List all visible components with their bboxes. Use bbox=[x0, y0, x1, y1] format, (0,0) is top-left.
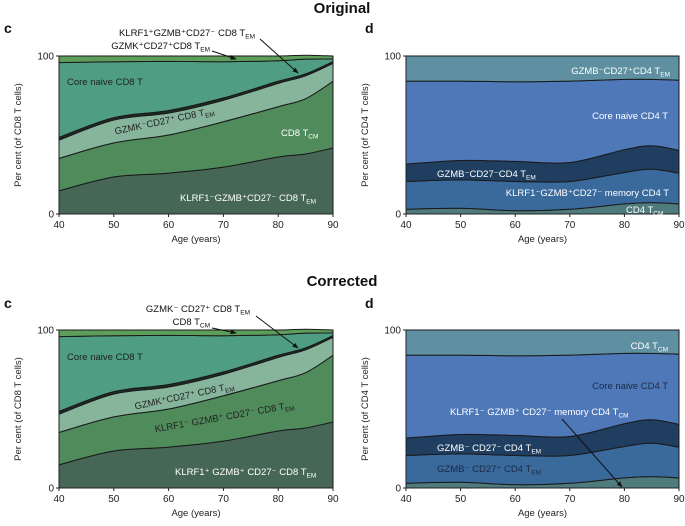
x-axis-label: Age (years) bbox=[518, 234, 567, 245]
y-tick-label: 100 bbox=[384, 52, 401, 63]
chart-c-corrected: 40 50 60 70 80 90 0 100 Age (years) Per cent (of … bbox=[13, 304, 339, 519]
x-tick-label: 50 bbox=[108, 220, 120, 231]
x-tick-label: 90 bbox=[673, 220, 685, 231]
x-tick-label: 90 bbox=[327, 220, 339, 231]
x-tick-label: 70 bbox=[218, 220, 230, 231]
x-tick-label: 60 bbox=[163, 220, 175, 231]
x-tick-label: 50 bbox=[455, 494, 467, 505]
x-tick-label: 70 bbox=[564, 220, 576, 231]
panel-label-c-corrected: c bbox=[4, 295, 12, 311]
area-series-4 bbox=[405, 55, 680, 83]
x-axis-label: Age (years) bbox=[171, 508, 220, 519]
label-arrow bbox=[561, 418, 623, 488]
series-label: KLRF1⁻GZMB⁺CD27⁻ memory CD4 T bbox=[506, 188, 669, 199]
panel-label-d-corrected: d bbox=[365, 295, 374, 311]
series-label: Core naive CD4 T bbox=[592, 111, 668, 122]
series-label: KLRF1⁻ GZMB⁺ CD27⁻ memory CD4 TCM bbox=[450, 407, 629, 420]
area-series-4 bbox=[405, 329, 680, 357]
x-tick-label: 40 bbox=[400, 220, 412, 231]
x-tick-label: 40 bbox=[400, 494, 412, 505]
x-tick-label: 80 bbox=[273, 494, 285, 505]
y-axis-label: Per cent (of CD8 T cells) bbox=[13, 83, 24, 187]
x-tick-label: 90 bbox=[327, 494, 339, 505]
y-axis-label: Per cent (of CD4 T cells) bbox=[360, 83, 371, 187]
y-tick-label: 0 bbox=[395, 210, 401, 221]
series-label: KLRF1⁻GZMB⁺CD27⁻ CD8 TEM bbox=[180, 193, 316, 206]
y-tick-label: 100 bbox=[37, 52, 54, 63]
label-arrow bbox=[259, 38, 299, 74]
panel-label-c-original: c bbox=[4, 20, 12, 36]
y-tick-label: 100 bbox=[384, 326, 401, 337]
x-tick-label: 80 bbox=[619, 494, 631, 505]
y-axis-label: Per cent (of CD8 T cells) bbox=[13, 357, 24, 461]
series-label: Core naive CD8 T bbox=[67, 352, 143, 363]
area-series-5 bbox=[58, 54, 334, 64]
x-axis-label: Age (years) bbox=[518, 508, 567, 519]
series-label: GZMB⁻CD27⁺CD4 TEM bbox=[571, 66, 670, 79]
label-arrow bbox=[211, 50, 237, 60]
y-tick-label: 100 bbox=[37, 326, 54, 337]
series-label: Core naive CD8 T bbox=[67, 77, 143, 88]
series-label: GZMB⁻ CD27⁻ CD4 TEM bbox=[437, 443, 541, 456]
y-tick-label: 0 bbox=[48, 210, 54, 221]
section-title-corrected: Corrected bbox=[307, 273, 378, 290]
series-label: CD8 TCM bbox=[173, 317, 210, 330]
series-label: Core naive CD4 T bbox=[592, 381, 668, 392]
chart-c-original: 40 50 60 70 80 90 0 100 Age (years) Per cent (of … bbox=[13, 28, 339, 245]
x-tick-label: 50 bbox=[455, 220, 467, 231]
x-axis-label: Age (years) bbox=[171, 234, 220, 245]
y-tick-label: 0 bbox=[395, 484, 401, 495]
chart-d-corrected: 40 50 60 70 80 90 0 100 Age (years) Per cent (of … bbox=[360, 326, 685, 520]
x-tick-label: 50 bbox=[108, 494, 120, 505]
y-tick-label: 0 bbox=[48, 484, 54, 495]
series-label: GZMB⁻CD27⁻CD4 TEM bbox=[437, 169, 536, 182]
x-tick-label: 90 bbox=[673, 494, 685, 505]
x-tick-label: 60 bbox=[510, 494, 522, 505]
series-label: KLRF1⁺ GZMB⁺ CD27⁻ CD8 TEM bbox=[175, 467, 316, 480]
x-tick-label: 60 bbox=[510, 220, 522, 231]
x-tick-label: 40 bbox=[53, 220, 65, 231]
series-label: CD4 TCM bbox=[626, 205, 663, 218]
series-label: KLRF1⁺GZMB⁺CD27⁻ CD8 TEM bbox=[119, 28, 255, 41]
x-tick-label: 70 bbox=[218, 494, 230, 505]
x-tick-label: 80 bbox=[619, 220, 631, 231]
area-series-5 bbox=[58, 328, 334, 338]
x-tick-label: 70 bbox=[564, 494, 576, 505]
y-axis-label: Per cent (of CD4 T cells) bbox=[360, 357, 371, 461]
panel-label-d-original: d bbox=[365, 20, 374, 36]
series-label: GZMK⁻ CD27⁺ CD8 TEM bbox=[146, 304, 250, 317]
series-label: CD8 TCM bbox=[281, 128, 318, 141]
chart-d-original: 40 50 60 70 80 90 0 100 Age (years) Per cent (of … bbox=[360, 52, 685, 246]
label-arrow bbox=[211, 327, 237, 335]
x-tick-label: 80 bbox=[273, 220, 285, 231]
x-tick-label: 40 bbox=[53, 494, 65, 505]
section-title-original: Original bbox=[314, 0, 371, 17]
series-label: GZMB⁻ CD27⁺ CD4 TEM bbox=[437, 464, 541, 477]
series-label: CD4 TCM bbox=[631, 341, 668, 354]
x-tick-label: 60 bbox=[163, 494, 175, 505]
label-arrow bbox=[255, 315, 299, 349]
series-label: GZMK⁺CD27⁺CD8 TEM bbox=[111, 41, 210, 54]
